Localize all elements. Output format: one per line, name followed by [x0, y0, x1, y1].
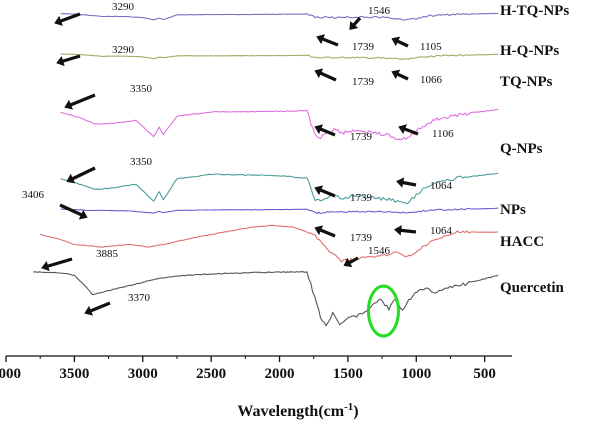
peak-arrow	[59, 54, 81, 64]
peak-annotation: 1106	[398, 124, 454, 140]
peak-annotation: 3370	[84, 292, 151, 316]
x-tick-label: 3500	[59, 366, 89, 382]
highlight-ellipse	[366, 284, 400, 338]
peak-arrow	[69, 166, 96, 182]
peak-annotation: 1066	[391, 69, 443, 86]
series-label-h-q-nps: H-Q-NPs	[500, 43, 559, 59]
peak-label: 1546	[368, 245, 391, 257]
peak-arrow-head	[398, 124, 407, 135]
x-tick-label: 3000	[128, 366, 158, 382]
x-axis-title-sup: -1	[344, 401, 353, 413]
peak-annotation: 1105	[391, 36, 442, 53]
peak-label: 1739	[350, 131, 373, 143]
peak-arrow-head	[394, 225, 402, 236]
peak-arrow-head	[56, 55, 65, 67]
series-line-tq-nps	[60, 108, 499, 141]
peak-label: 1546	[368, 5, 391, 17]
peak-annotation: 3350	[64, 83, 153, 110]
peak-arrow	[317, 70, 337, 82]
series-label-h-tq-nps: H-TQ-NPs	[500, 3, 569, 19]
peak-label: 1739	[350, 232, 373, 244]
peak-label: 3290	[112, 44, 135, 56]
peak-annotation: 3350	[66, 156, 153, 184]
peak-annotation: 1739	[314, 124, 373, 143]
peak-arrow-head	[64, 99, 74, 110]
peak-annotation: 1739	[314, 185, 373, 204]
x-tick-label: 1500	[333, 366, 363, 382]
x-axis-title-close: )	[353, 403, 358, 420]
peak-arrow-head	[314, 124, 324, 135]
peak-annotation: 3406	[22, 189, 88, 220]
x-axis-title: Wavelength(cm-1)	[237, 401, 358, 420]
peak-label: 1739	[352, 76, 375, 88]
peak-arrow-head	[314, 68, 324, 79]
peak-label: 3406	[22, 189, 45, 201]
x-tick-label: 2000	[265, 366, 295, 382]
peak-arrow-head	[314, 185, 324, 196]
peak-arrow-head	[66, 173, 76, 184]
peak-annotation: 1064	[396, 177, 453, 192]
peak-annotation: 3290	[56, 44, 135, 67]
peak-arrow	[87, 301, 111, 314]
x-tick-label: 1000	[401, 366, 431, 382]
peak-arrow-head	[349, 21, 359, 30]
peak-annotation: 3885	[41, 248, 119, 272]
peak-label: 3370	[128, 292, 151, 304]
peak-arrow-head	[391, 69, 401, 80]
series-label-hacc: HACC	[500, 234, 544, 250]
peak-arrow-head	[78, 209, 88, 220]
peak-label: 3350	[130, 156, 153, 168]
series-line-h-q-nps	[60, 53, 499, 60]
peak-arrow-head	[391, 36, 401, 47]
series-label-tq-nps: TQ-NPs	[500, 74, 553, 90]
x-axis: 4000 3500 3000 2500 2000 1500 1000 500	[0, 355, 512, 382]
peak-arrow	[57, 12, 81, 24]
series-labels: H-TQ-NPs H-Q-NPs TQ-NPs Q-NPs NPs HACC Quercet…	[500, 3, 569, 296]
peak-arrow-head	[316, 34, 325, 45]
peak-arrow-head	[84, 305, 94, 316]
peak-arrow-head	[314, 225, 324, 236]
peak-annotation: 1064	[394, 225, 453, 237]
series-line-nps	[60, 207, 499, 215]
series-line-quercetin	[33, 271, 499, 327]
x-tick-label: 2500	[196, 366, 226, 382]
peak-annotation: 3290	[54, 1, 135, 26]
peak-annotation: 1739	[314, 225, 373, 244]
peak-annotation: 1739	[314, 68, 375, 88]
peak-label: 1739	[352, 41, 375, 53]
peak-annotation: 1739	[316, 34, 375, 53]
peak-arrow-head	[54, 15, 63, 26]
series-label-quercetin: Quercetin	[500, 280, 565, 296]
peak-label: 1064	[430, 225, 453, 237]
spectra-plot-area	[33, 12, 499, 327]
peak-label: 3350	[130, 83, 153, 95]
peak-annotation: 1546	[343, 245, 391, 268]
peak-label: 3290	[112, 1, 135, 13]
peak-label: 1105	[420, 41, 442, 53]
x-axis-title-text: Wavelength(cm	[237, 403, 344, 420]
peak-annotation: 1546	[349, 5, 391, 30]
series-line-h-tq-nps	[60, 12, 499, 21]
peak-arrow	[67, 93, 96, 108]
x-tick-label: 4000	[0, 366, 21, 382]
peak-label: 1064	[430, 180, 453, 192]
peak-arrow-head	[396, 177, 405, 188]
peak-arrow-head	[41, 260, 50, 272]
x-tick-label: 500	[473, 366, 496, 382]
peak-arrow	[59, 203, 85, 218]
series-line-hacc	[40, 224, 499, 263]
peak-arrow-head	[343, 257, 353, 268]
peak-arrow	[44, 257, 73, 269]
peak-label: 3885	[96, 248, 119, 260]
peak-label: 1106	[432, 128, 454, 140]
series-label-q-nps: Q-NPs	[500, 141, 543, 157]
series-label-nps: NPs	[500, 202, 526, 218]
peak-label: 1066	[420, 74, 443, 86]
peak-label: 1739	[350, 192, 373, 204]
series-line-q-nps	[60, 172, 499, 205]
